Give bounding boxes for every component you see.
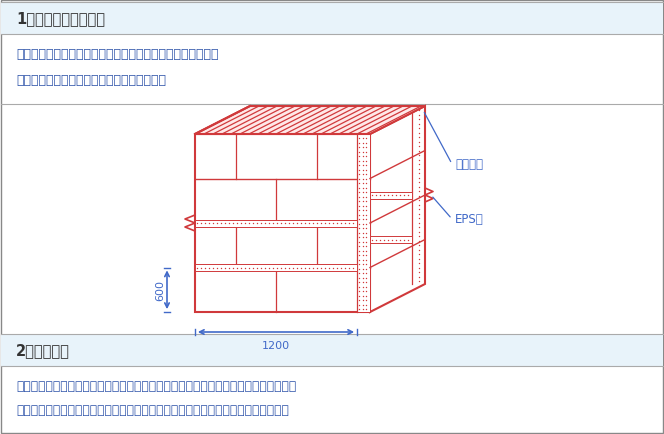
Polygon shape <box>370 107 425 312</box>
Polygon shape <box>195 107 425 135</box>
Text: 施工要点：混凝土墙面：发泡封堵螺杆眼、清理墙面浮灰等；砌体墙面：砂浆找平层。: 施工要点：混凝土墙面：发泡封堵螺杆眼、清理墙面浮灰等；砌体墙面：砂浆找平层。 <box>16 380 296 393</box>
Bar <box>195 220 357 227</box>
Bar <box>195 135 370 312</box>
Bar <box>1 3 663 35</box>
Text: 基层墙体: 基层墙体 <box>455 158 483 171</box>
Text: 600: 600 <box>155 279 165 301</box>
Text: 1、绘制固化图并编号: 1、绘制固化图并编号 <box>16 11 105 26</box>
Text: 控制标准：基层应平整、清洁，除掉松动空壳部位，填补裂缝、凹洞，易于起粉施工: 控制标准：基层应平整、清洁，除掉松动空壳部位，填补裂缝、凹洞，易于起粉施工 <box>16 404 289 417</box>
Text: 2、基层处理: 2、基层处理 <box>16 343 70 358</box>
Bar <box>370 192 412 199</box>
Text: 施工要点：绘制安装排版图，加工、制作、编号，运至现场。: 施工要点：绘制安装排版图，加工、制作、编号，运至现场。 <box>16 48 218 61</box>
Bar <box>195 264 357 271</box>
Bar <box>1 334 663 366</box>
Text: EPS板: EPS板 <box>455 213 484 226</box>
Text: 控制标准：根据设计图纸确定排版分格方案。: 控制标准：根据设计图纸确定排版分格方案。 <box>16 73 166 86</box>
Bar <box>357 135 370 312</box>
Bar <box>370 237 412 243</box>
Text: 1200: 1200 <box>262 340 290 350</box>
